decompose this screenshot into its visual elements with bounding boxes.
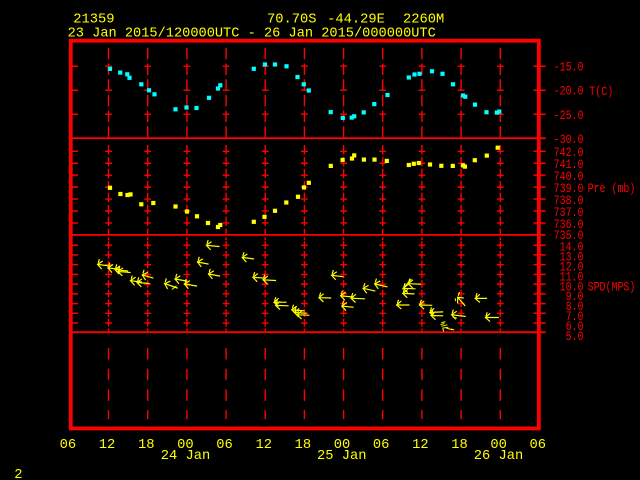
svg-text:738.0: 738.0 xyxy=(554,194,584,209)
svg-text:-44.29E: -44.29E xyxy=(327,12,385,27)
svg-text:741.0: 741.0 xyxy=(554,158,584,173)
svg-text:12: 12 xyxy=(412,438,429,453)
svg-text:06: 06 xyxy=(60,438,77,453)
svg-text:737.0: 737.0 xyxy=(554,206,584,221)
svg-text:7.0: 7.0 xyxy=(566,310,584,325)
svg-text:2260M: 2260M xyxy=(403,12,444,27)
svg-text:06: 06 xyxy=(373,438,390,453)
svg-text:5.0: 5.0 xyxy=(566,330,584,345)
svg-text:00: 00 xyxy=(177,438,194,453)
svg-text:735.0: 735.0 xyxy=(554,229,584,244)
svg-text:21359: 21359 xyxy=(73,12,114,27)
svg-text:12.0: 12.0 xyxy=(560,260,584,275)
svg-text:739.0: 739.0 xyxy=(554,182,584,197)
svg-text:18: 18 xyxy=(295,438,312,453)
svg-text:70.70S: 70.70S xyxy=(267,12,317,27)
svg-text:10.0: 10.0 xyxy=(560,280,584,295)
svg-text:Pre (mb): Pre (mb) xyxy=(588,182,636,197)
svg-text:18: 18 xyxy=(138,438,155,453)
svg-text:-30.0: -30.0 xyxy=(554,133,584,148)
svg-text:00: 00 xyxy=(334,438,351,453)
svg-text:06: 06 xyxy=(216,438,233,453)
svg-text:24 Jan: 24 Jan xyxy=(161,449,211,464)
svg-text:13.0: 13.0 xyxy=(560,250,584,265)
svg-text:-20.0: -20.0 xyxy=(554,85,584,100)
svg-text:742.0: 742.0 xyxy=(554,146,584,161)
svg-text:00: 00 xyxy=(490,438,507,453)
svg-text:T(C): T(C) xyxy=(589,85,613,100)
svg-text:2: 2 xyxy=(14,468,22,480)
svg-text:14.0: 14.0 xyxy=(560,241,584,256)
svg-text:736.0: 736.0 xyxy=(554,218,584,233)
svg-text:-15.0: -15.0 xyxy=(554,60,584,75)
svg-text:6.0: 6.0 xyxy=(566,320,584,335)
svg-text:SPD(MPS): SPD(MPS) xyxy=(588,280,636,295)
svg-text:12: 12 xyxy=(255,438,272,453)
svg-text:26 Jan: 26 Jan xyxy=(474,449,524,464)
svg-text:06: 06 xyxy=(530,438,547,453)
svg-text:18: 18 xyxy=(451,438,468,453)
svg-text:11.0: 11.0 xyxy=(560,270,584,285)
svg-text:9.0: 9.0 xyxy=(566,290,584,305)
svg-text:740.0: 740.0 xyxy=(554,170,584,185)
svg-text:12: 12 xyxy=(99,438,116,453)
svg-text:-25.0: -25.0 xyxy=(554,109,584,124)
svg-text:8.0: 8.0 xyxy=(566,300,584,315)
svg-text:25 Jan: 25 Jan xyxy=(317,449,367,464)
svg-text:23 Jan 2015/120000UTC - 26 Jan: 23 Jan 2015/120000UTC - 26 Jan 2015/0000… xyxy=(68,25,436,41)
